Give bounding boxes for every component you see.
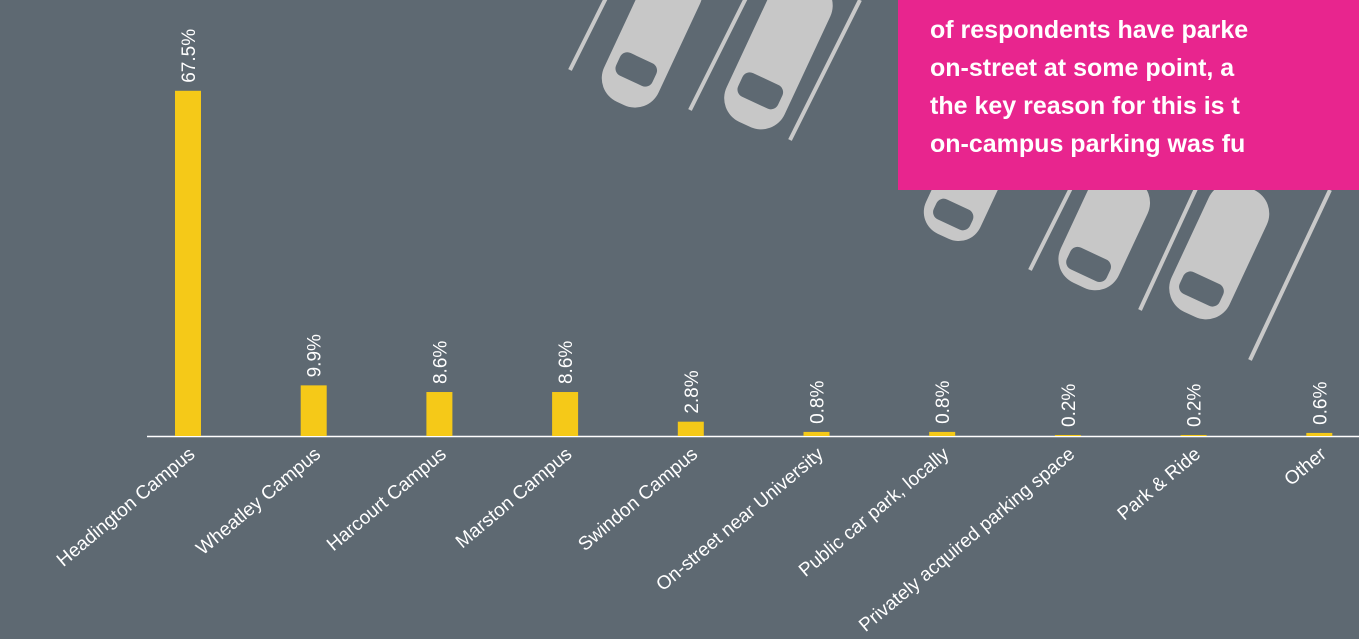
value-label: 2.8%: [682, 370, 703, 413]
bar: [1054, 434, 1081, 436]
x-tick-label: Marston Campus: [452, 444, 576, 553]
x-tick-label: Headington Campus: [53, 444, 199, 571]
x-tick-label: Privately acquired parking space: [855, 444, 1079, 637]
value-label: 67.5%: [179, 29, 200, 83]
bar: [552, 392, 579, 436]
bar: [175, 90, 201, 437]
x-tick-label: Other: [1281, 443, 1331, 490]
value-label: 0.2%: [1185, 384, 1206, 427]
value-label: 0.6%: [1310, 382, 1331, 425]
lane-line: [788, 0, 862, 141]
lane-line: [1248, 189, 1332, 361]
callout-text: on-street at some point, a: [930, 54, 1235, 82]
bar: [300, 385, 327, 436]
x-tick-label: Swindon Campus: [574, 444, 702, 556]
value-label: 9.9%: [305, 334, 326, 377]
callout-text: on-campus parking was fu: [930, 130, 1245, 158]
bar: [1306, 432, 1333, 436]
car: [724, 0, 833, 130]
x-tick-label: Harcourt Campus: [323, 444, 451, 556]
bar: [426, 392, 453, 436]
lane-line: [1138, 179, 1202, 311]
value-label: 8.6%: [556, 341, 577, 384]
bar: [1180, 434, 1207, 436]
value-label: 8.6%: [430, 341, 451, 384]
callout-text: of respondents have parke: [930, 16, 1248, 44]
bar: [677, 421, 704, 436]
car: [1169, 182, 1270, 320]
bar: [803, 431, 830, 436]
callout: of respondents have parke on-street at so…: [930, 16, 1248, 158]
bar: [929, 431, 956, 436]
x-tick-label: Wheatley Campus: [192, 444, 324, 560]
lane-line: [568, 0, 608, 71]
callout-text: the key reason for this is t: [930, 92, 1240, 120]
value-label: 0.8%: [808, 380, 829, 423]
callout-box: [898, 0, 1359, 190]
value-label: 0.2%: [1059, 384, 1080, 427]
car: [1058, 171, 1151, 291]
x-tick-label: Park & Ride: [1114, 444, 1205, 525]
value-label: 0.8%: [933, 380, 954, 423]
lane-line: [688, 0, 748, 111]
car: [601, 0, 703, 108]
